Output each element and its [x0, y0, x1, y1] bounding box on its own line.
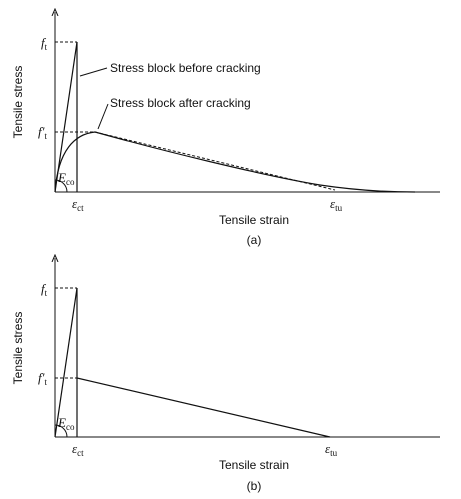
subscript: co [66, 177, 75, 187]
ect-label: εct [72, 196, 84, 213]
subscript: t [45, 42, 48, 52]
y-axis-label: Tensile stress [11, 66, 25, 139]
symbol: ε [325, 441, 331, 456]
y-axis-label: Tensile stress [11, 312, 25, 385]
ftp-label: f′t [38, 124, 47, 141]
ft-label: ft [41, 35, 48, 52]
softening-line [76, 377, 331, 438]
annotation: Stress block before cracking [110, 61, 261, 75]
caption: (b) [247, 479, 262, 493]
ft-label: ft [41, 281, 48, 298]
eco-label: Eco [57, 170, 75, 187]
subscript: tu [330, 448, 338, 458]
symbol: ε [72, 441, 78, 456]
caption: (a) [247, 233, 262, 247]
linear-approx [94, 131, 336, 191]
leader [79, 67, 108, 77]
eco-label: Eco [57, 415, 75, 432]
softening-curve [54, 131, 416, 193]
subscript: t [45, 288, 48, 298]
symbol: E [57, 415, 66, 430]
angle-arc [54, 424, 68, 438]
symbol: ε [330, 196, 336, 211]
symbol: f′ [38, 370, 45, 385]
panel-b: Tensile stress Tensile strain (b) ft f′t… [11, 258, 440, 493]
symbol: E [57, 170, 66, 185]
symbol: f [41, 281, 47, 296]
subscript: ct [77, 203, 84, 213]
elastic-line [54, 287, 78, 438]
symbol: ε [72, 196, 78, 211]
x-axis-label: Tensile strain [219, 458, 289, 472]
subscript: t [44, 131, 47, 141]
x-axis-label: Tensile strain [219, 213, 289, 227]
subscript: ct [77, 448, 84, 458]
subscript: tu [335, 203, 343, 213]
etu-label: εtu [325, 441, 338, 458]
leader [97, 103, 109, 130]
etu-label: εtu [330, 196, 343, 213]
subscript: co [66, 422, 75, 432]
annotation: Stress block after cracking [110, 96, 251, 110]
ftp-label: f′t [38, 370, 47, 387]
angle-arc [54, 179, 68, 193]
ect-label: εct [72, 441, 84, 458]
panel-a: Stress block before cracking Stress bloc… [11, 12, 440, 247]
symbol: f′ [38, 124, 45, 139]
symbol: f [41, 35, 47, 50]
subscript: t [44, 377, 47, 387]
